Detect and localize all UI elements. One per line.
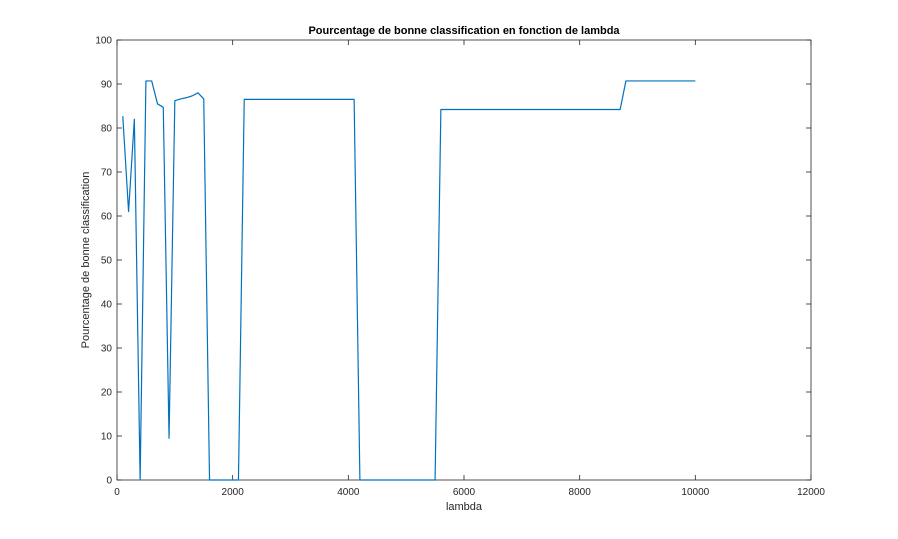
plot-area [116,39,812,481]
y-tick-label: 50 [101,256,113,267]
x-tick-label: 12000 [797,487,825,498]
y-tick-label: 20 [101,388,113,399]
x-tick-label: 4000 [337,487,360,498]
y-tick-label: 40 [101,300,113,311]
y-axis-label: Pourcentage de bonne classification [80,172,92,349]
y-tick-label: 80 [101,124,113,135]
x-tick-label: 6000 [453,487,476,498]
series-line [122,80,696,481]
x-axis-label: lambda [446,501,483,513]
x-tick-label: 10000 [681,487,709,498]
chart-title: Pourcentage de bonne classification en f… [308,25,620,37]
y-tick-label: 70 [101,168,113,179]
y-tick-label: 90 [101,80,113,91]
y-tick-label: 10 [101,432,113,443]
x-axis-ticks: 0 2000 4000 6000 8000 10000 12000 [114,40,825,498]
y-tick-label: 0 [106,476,112,487]
x-tick-label: 2000 [222,487,245,498]
y-tick-label: 100 [95,36,112,47]
y-axis-ticks: 0 10 20 30 40 50 60 70 80 90 100 [95,36,811,487]
x-tick-label: 8000 [569,487,592,498]
y-tick-label: 60 [101,212,113,223]
x-tick-label: 0 [114,487,120,498]
y-tick-label: 30 [101,344,113,355]
